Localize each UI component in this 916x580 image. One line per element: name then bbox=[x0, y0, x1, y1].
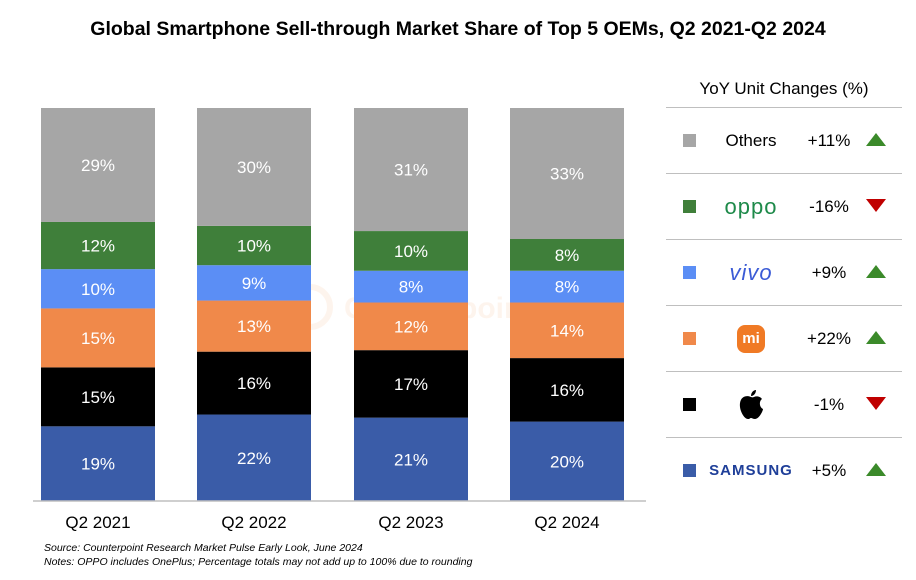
data-label-vivo-q2-2024: 8% bbox=[555, 278, 580, 297]
bar-xiaomi-q2-2023 bbox=[354, 302, 468, 351]
bar-apple-q2-2024 bbox=[510, 358, 624, 422]
data-label-samsung-q2-2021: 19% bbox=[81, 455, 115, 474]
bar-samsung-q2-2021 bbox=[41, 426, 155, 501]
bar-samsung-q2-2024 bbox=[510, 421, 624, 501]
bar-xiaomi-q2-2022 bbox=[197, 300, 311, 352]
bar-vivo-q2-2021 bbox=[41, 269, 155, 309]
samsung-swatch bbox=[683, 464, 696, 477]
triangle-down-icon bbox=[866, 397, 886, 410]
apple-change: -1% bbox=[813, 395, 845, 414]
oppo-swatch bbox=[683, 200, 696, 213]
bar-oppo-q2-2021 bbox=[41, 221, 155, 270]
data-label-apple-q2-2022: 16% bbox=[237, 374, 271, 393]
vivo-change: +9% bbox=[811, 263, 847, 282]
triangle-up-icon bbox=[866, 133, 886, 146]
legend-row-others: Others +11% bbox=[666, 108, 902, 174]
oppo-change: -16% bbox=[809, 197, 849, 216]
bar-vivo-q2-2024 bbox=[510, 270, 624, 303]
bar-apple-q2-2021 bbox=[41, 367, 155, 427]
bar-xiaomi-q2-2021 bbox=[41, 308, 155, 368]
footnotes: Source: Counterpoint Research Market Pul… bbox=[44, 541, 472, 569]
triangle-down-icon bbox=[866, 199, 886, 212]
xiaomi-logo: mi bbox=[706, 306, 796, 371]
data-label-others-q2-2023: 31% bbox=[394, 161, 428, 180]
bar-samsung-q2-2022 bbox=[197, 414, 311, 501]
bar-oppo-q2-2023 bbox=[354, 231, 468, 271]
data-label-samsung-q2-2022: 22% bbox=[237, 449, 271, 468]
apple-icon bbox=[739, 389, 763, 419]
data-label-apple-q2-2023: 17% bbox=[394, 375, 428, 394]
triangle-up-icon bbox=[866, 265, 886, 278]
data-label-others-q2-2022: 30% bbox=[237, 158, 271, 177]
data-label-others-q2-2021: 29% bbox=[81, 156, 115, 175]
data-label-oppo-q2-2021: 12% bbox=[81, 237, 115, 256]
legend-row-xiaomi: mi +22% bbox=[666, 306, 902, 372]
data-label-apple-q2-2024: 16% bbox=[550, 381, 584, 400]
bar-vivo-q2-2022 bbox=[197, 265, 311, 301]
chart-title: Global Smartphone Sell-through Market Sh… bbox=[90, 18, 826, 40]
x-tick-label-q2-2021: Q2 2021 bbox=[65, 513, 130, 532]
data-label-xiaomi-q2-2024: 14% bbox=[550, 321, 584, 340]
data-label-oppo-q2-2024: 8% bbox=[555, 246, 580, 265]
apple-swatch bbox=[683, 398, 696, 411]
data-label-others-q2-2024: 33% bbox=[550, 165, 584, 184]
data-label-oppo-q2-2023: 10% bbox=[394, 242, 428, 261]
data-label-vivo-q2-2023: 8% bbox=[399, 278, 424, 297]
legend-row-oppo: oppo -16% bbox=[666, 174, 902, 240]
legend-row-vivo: vivo +9% bbox=[666, 240, 902, 306]
data-label-vivo-q2-2022: 9% bbox=[242, 274, 267, 293]
data-label-samsung-q2-2024: 20% bbox=[550, 452, 584, 471]
triangle-up-icon bbox=[866, 331, 886, 344]
bar-vivo-q2-2023 bbox=[354, 270, 468, 303]
bar-oppo-q2-2022 bbox=[197, 225, 311, 266]
data-label-vivo-q2-2021: 10% bbox=[81, 280, 115, 299]
data-label-oppo-q2-2022: 10% bbox=[237, 237, 271, 256]
bar-apple-q2-2023 bbox=[354, 350, 468, 418]
others-change: +11% bbox=[807, 131, 851, 150]
others-label: Others bbox=[725, 130, 777, 150]
data-label-xiaomi-q2-2022: 13% bbox=[237, 317, 271, 336]
x-tick-label-q2-2024: Q2 2024 bbox=[534, 513, 599, 532]
bar-samsung-q2-2023 bbox=[354, 417, 468, 501]
source-note: Source: Counterpoint Research Market Pul… bbox=[44, 542, 363, 554]
bar-others-q2-2022 bbox=[197, 108, 311, 226]
xiaomi-change: +22% bbox=[807, 329, 851, 348]
bar-xiaomi-q2-2024 bbox=[510, 302, 624, 359]
apple-logo bbox=[706, 372, 796, 437]
vivo-logo: vivo bbox=[729, 259, 773, 285]
oppo-logo: oppo bbox=[724, 193, 778, 219]
legend-header: YoY Unit Changes (%) bbox=[666, 74, 902, 108]
xiaomi-swatch bbox=[683, 332, 696, 345]
triangle-up-icon bbox=[866, 463, 886, 476]
x-tick-label-q2-2023: Q2 2023 bbox=[378, 513, 443, 532]
bar-others-q2-2024 bbox=[510, 108, 624, 239]
rounding-note: Notes: OPPO includes OnePlus; Percentage… bbox=[44, 556, 473, 568]
x-tick-label-q2-2022: Q2 2022 bbox=[221, 513, 286, 532]
data-label-xiaomi-q2-2021: 15% bbox=[81, 329, 115, 348]
data-label-samsung-q2-2023: 21% bbox=[394, 450, 428, 469]
yoy-legend-table: YoY Unit Changes (%) Others +11% oppo -1… bbox=[666, 74, 902, 503]
bar-others-q2-2023 bbox=[354, 108, 468, 232]
legend-row-apple: -1% bbox=[666, 372, 902, 438]
data-label-apple-q2-2021: 15% bbox=[81, 388, 115, 407]
bar-apple-q2-2022 bbox=[197, 351, 311, 415]
bar-oppo-q2-2024 bbox=[510, 239, 624, 271]
samsung-logo: SAMSUNG bbox=[709, 462, 793, 479]
legend-row-samsung: SAMSUNG +5% bbox=[666, 438, 902, 503]
vivo-swatch bbox=[683, 266, 696, 279]
others-swatch bbox=[683, 134, 696, 147]
samsung-change: +5% bbox=[811, 461, 847, 480]
data-label-xiaomi-q2-2023: 12% bbox=[394, 317, 428, 336]
bar-others-q2-2021 bbox=[41, 108, 155, 222]
